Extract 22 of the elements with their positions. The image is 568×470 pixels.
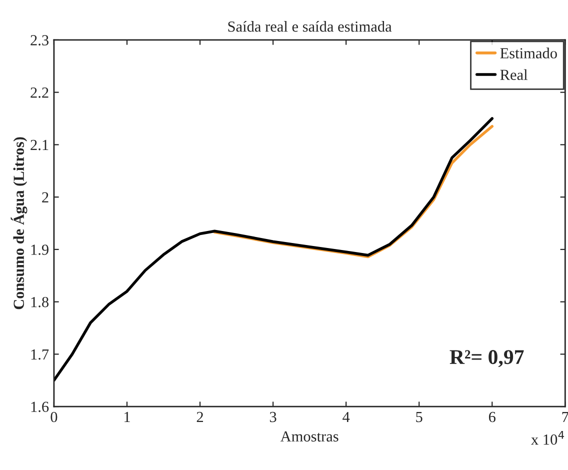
x-tick-label: 2 <box>196 412 203 422</box>
y-axis-title: Consumo de Água (Litros) <box>10 137 28 310</box>
y-tick-label: 2 <box>42 192 48 202</box>
x-axis-title: Amostras <box>280 431 338 442</box>
legend-label: Estimado <box>500 48 557 58</box>
y-tick-label: 2.1 <box>30 140 48 150</box>
x-tick-label: 1 <box>124 412 130 422</box>
y-tick-label: 1.9 <box>31 244 48 255</box>
y-tick-label: 1.8 <box>31 296 49 308</box>
legend-label: Real <box>500 69 528 80</box>
x-tick-label: 3 <box>270 412 276 422</box>
x-tick-label: 4 <box>342 412 350 422</box>
y-tick-label: 2.2 <box>30 88 48 98</box>
annotation: R²= 0,97 <box>450 350 524 368</box>
text: x 10$^{4}$ <box>531 430 564 445</box>
y-tick-label: 1.7 <box>31 349 49 360</box>
x-tick-label: 6 <box>488 412 496 422</box>
chart-title: Saída real e saída estimada <box>228 20 392 32</box>
x-tick-label: 5 <box>416 412 422 422</box>
y-tick-label: 2.3 <box>30 35 48 46</box>
x-tick-label: 0 <box>50 412 58 422</box>
y-tick-label: 1.6 <box>31 402 49 412</box>
